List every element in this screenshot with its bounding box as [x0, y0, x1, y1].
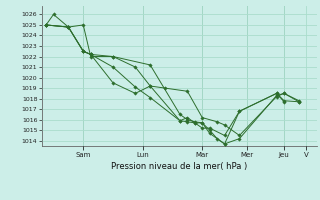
X-axis label: Pression niveau de la mer( hPa ): Pression niveau de la mer( hPa ) — [111, 162, 247, 171]
